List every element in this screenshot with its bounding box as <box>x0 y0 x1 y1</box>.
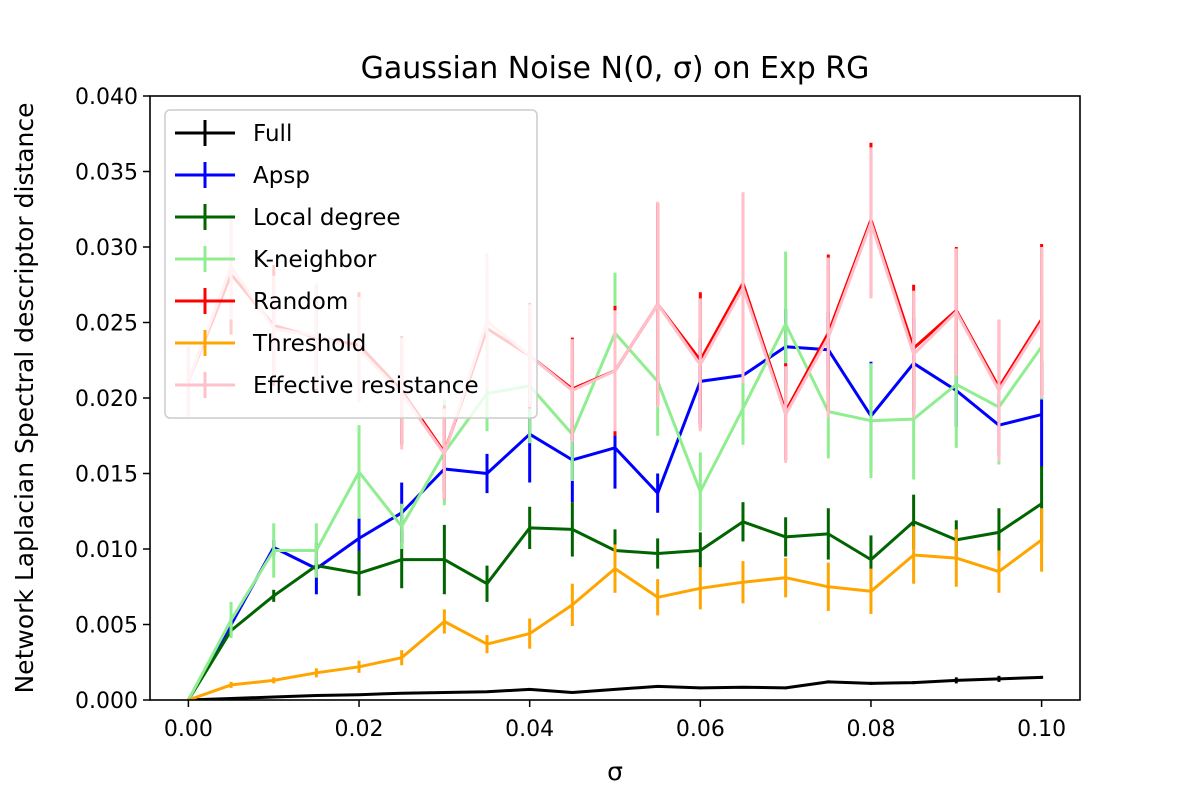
series-5 <box>187 508 1044 700</box>
legend-item: Random <box>175 288 348 315</box>
x-tick-label: 0.00 <box>164 717 213 742</box>
y-tick-label: 0.040 <box>75 85 138 110</box>
y-tick-label: 0.035 <box>75 161 138 186</box>
axes: 0.00 0.02 0.04 0.06 0.08 0.10 0.000 0.005 0.010 0… <box>75 85 1081 742</box>
legend-box <box>164 109 538 419</box>
legend-item: Effective resistance <box>175 372 479 399</box>
chart-title: Gaussian Noise N(0, σ) on Exp RG <box>361 51 870 86</box>
legend-label: Effective resistance <box>253 373 479 399</box>
y-tick-label: 0.010 <box>75 538 138 563</box>
legend-label: Local degree <box>253 205 401 231</box>
x-tick-label: 0.06 <box>676 717 725 742</box>
legend-label: Threshold <box>252 331 366 357</box>
legend-item: Full <box>175 120 292 147</box>
series-0 <box>188 675 1044 700</box>
legend-label: Full <box>253 121 292 147</box>
x-tick-label: 0.04 <box>505 717 554 742</box>
legend-item: Apsp <box>175 162 310 189</box>
legend-label: Random <box>253 289 348 315</box>
x-axis-label: σ <box>607 757 623 786</box>
y-tick-label: 0.025 <box>75 312 138 337</box>
x-tick-label: 0.02 <box>335 717 384 742</box>
y-axis-label: Network Laplacian Spectral descriptor di… <box>10 102 39 693</box>
y-tick-label: 0.000 <box>75 689 138 714</box>
legend-item: Threshold <box>175 330 366 357</box>
legend-item: K-neighbor <box>175 246 377 273</box>
plot-area <box>186 142 1044 700</box>
y-tick-label: 0.030 <box>75 236 138 261</box>
series-line <box>188 675 1042 700</box>
legend-label: Apsp <box>253 163 310 189</box>
y-tick-label: 0.005 <box>75 614 138 639</box>
y-tick-label: 0.020 <box>75 387 138 412</box>
legend-item: Local degree <box>175 204 401 231</box>
x-tick-label: 0.10 <box>1017 717 1066 742</box>
y-tick-label: 0.015 <box>75 463 138 488</box>
legend-label: K-neighbor <box>253 247 377 273</box>
x-tick-label: 0.08 <box>846 717 895 742</box>
legend: Full Apsp Local degree K-neighbor Random Thre… <box>164 109 538 419</box>
